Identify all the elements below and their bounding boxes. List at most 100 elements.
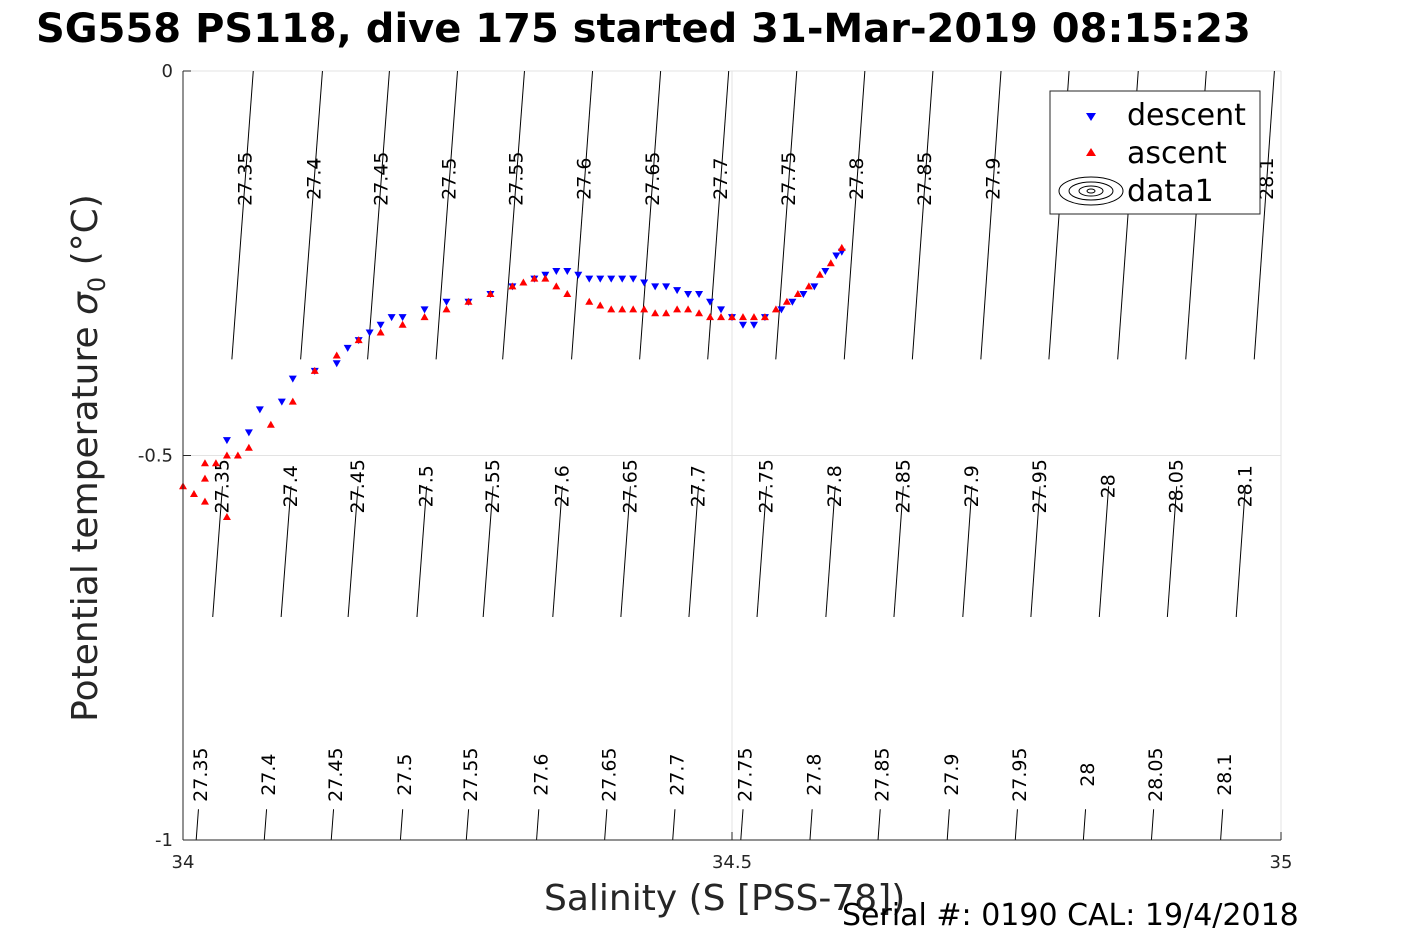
ascent-point [189, 489, 198, 497]
ascent-point [211, 459, 220, 467]
ascent-point [618, 305, 627, 313]
contour-line-segment [465, 809, 470, 840]
descent-point [810, 283, 819, 291]
ascent-point [420, 313, 429, 321]
contour-line-segment [231, 71, 254, 360]
contour-line-segment [825, 486, 836, 618]
contour-line-segment [1235, 486, 1246, 618]
y-axis-label-sub: 0 [83, 276, 112, 293]
contour-label-bottom: 27.8 [804, 753, 826, 795]
contour-line-segment [688, 486, 699, 618]
contour-line-segment [1082, 809, 1087, 840]
contour-line-segment [1030, 486, 1041, 618]
contour-label-mid: 27.7 [687, 465, 709, 507]
contour-line-segment [502, 71, 525, 360]
descent-point [684, 291, 693, 299]
descent-point [585, 275, 594, 283]
contour-line-segment [571, 71, 594, 360]
contour-line-segment [416, 486, 428, 618]
ascent-point [738, 313, 747, 321]
ascent-point [793, 290, 802, 298]
ascent-point [266, 420, 275, 428]
contour-line-segment [1297, 486, 1306, 617]
contour-line-segment [946, 809, 950, 840]
contour-label-bottom: 28 [1077, 763, 1099, 787]
contour-label-top: 27.85 [914, 151, 936, 205]
ascent-point [837, 243, 846, 251]
contour-label-mid: 28 [1098, 474, 1120, 498]
ascent-point [486, 290, 495, 298]
contour-line-segment [280, 486, 292, 618]
y-axis-label: Potential temperature σ0 (°C) [65, 194, 111, 722]
contour-label-bottom: 27.35 [190, 747, 212, 801]
contour-line-segment [263, 809, 268, 840]
legend-data1-label: data1 [1127, 174, 1214, 209]
contour-label-bottom: 28.05 [1145, 747, 1167, 801]
contour-label-top: 27.5 [439, 158, 461, 200]
contour-label-top: 27.4 [303, 158, 325, 200]
ascent-point [222, 513, 231, 521]
ascent-point [706, 313, 715, 321]
contour-label-mid: 27.35 [211, 459, 233, 513]
ascent-point [541, 274, 550, 282]
contour-line-segment [756, 486, 768, 618]
ascent-point [398, 320, 407, 328]
ascent-point [662, 309, 671, 317]
ascent-point [749, 313, 758, 321]
contour-label-mid: 27.8 [824, 465, 846, 507]
ascent-point [222, 451, 231, 459]
contour-label-mid: 28.1 [1234, 465, 1256, 507]
descent-point [832, 252, 841, 260]
ascent-point [442, 305, 451, 313]
ascent-point [233, 451, 242, 459]
contour-label-bottom: 28.1 [1214, 753, 1236, 795]
contour-label-top: 27.75 [778, 151, 800, 205]
ascent-point [585, 297, 594, 305]
descent-point [343, 344, 352, 352]
contour-label-mid: 28.05 [1166, 459, 1188, 513]
contour-label-bottom: 27.4 [258, 753, 280, 795]
y-axis-label-unit: (°C) [64, 194, 106, 277]
descent-point [749, 321, 758, 329]
series-ascent [179, 243, 846, 521]
contour-line-segment [212, 486, 223, 618]
descent-point [618, 275, 627, 283]
legend-descent-marker [1086, 113, 1096, 121]
contour-label-top: 27.55 [505, 151, 527, 205]
descent-point [738, 321, 747, 329]
descent-point [673, 287, 682, 295]
ascent-point [530, 274, 539, 282]
descent-point [706, 298, 715, 306]
descent-point [574, 271, 583, 279]
contour-label-top: 28.1 [1256, 158, 1278, 200]
descent-point [552, 267, 561, 275]
contour-label-bottom: 27.6 [530, 753, 552, 795]
contour-line-segment [809, 809, 813, 840]
contour-line-segment [482, 486, 494, 618]
contour-line-segment [1166, 486, 1178, 618]
contour-label-mid: 27.4 [280, 465, 302, 507]
data-series [179, 243, 846, 521]
ascent-point [376, 328, 385, 336]
ascent-point [640, 305, 649, 313]
descent-point [717, 306, 726, 314]
descent-point [788, 298, 797, 306]
contour-line-segment [1014, 809, 1018, 840]
contour-label-top: 27.65 [642, 151, 664, 205]
contour-label-mid: 27.9 [961, 465, 983, 507]
contour-label-bottom: 27.65 [598, 747, 620, 801]
descent-point [821, 267, 830, 275]
contour-line-segment [552, 486, 563, 618]
contour-line-segment [1220, 809, 1224, 840]
descent-point [365, 329, 374, 337]
legend-ascent-label: ascent [1127, 136, 1227, 171]
contour-line-segment [330, 809, 335, 840]
descent-point [662, 283, 671, 291]
contour-label-bottom: 27.85 [872, 747, 894, 801]
contour-label-top: 27.7 [710, 158, 732, 200]
descent-point [607, 275, 616, 283]
y-tick-label: -1 [155, 830, 173, 851]
ascent-point [771, 305, 780, 313]
contour-line-segment [620, 486, 631, 618]
contour-label-mid: 27.65 [619, 459, 641, 513]
